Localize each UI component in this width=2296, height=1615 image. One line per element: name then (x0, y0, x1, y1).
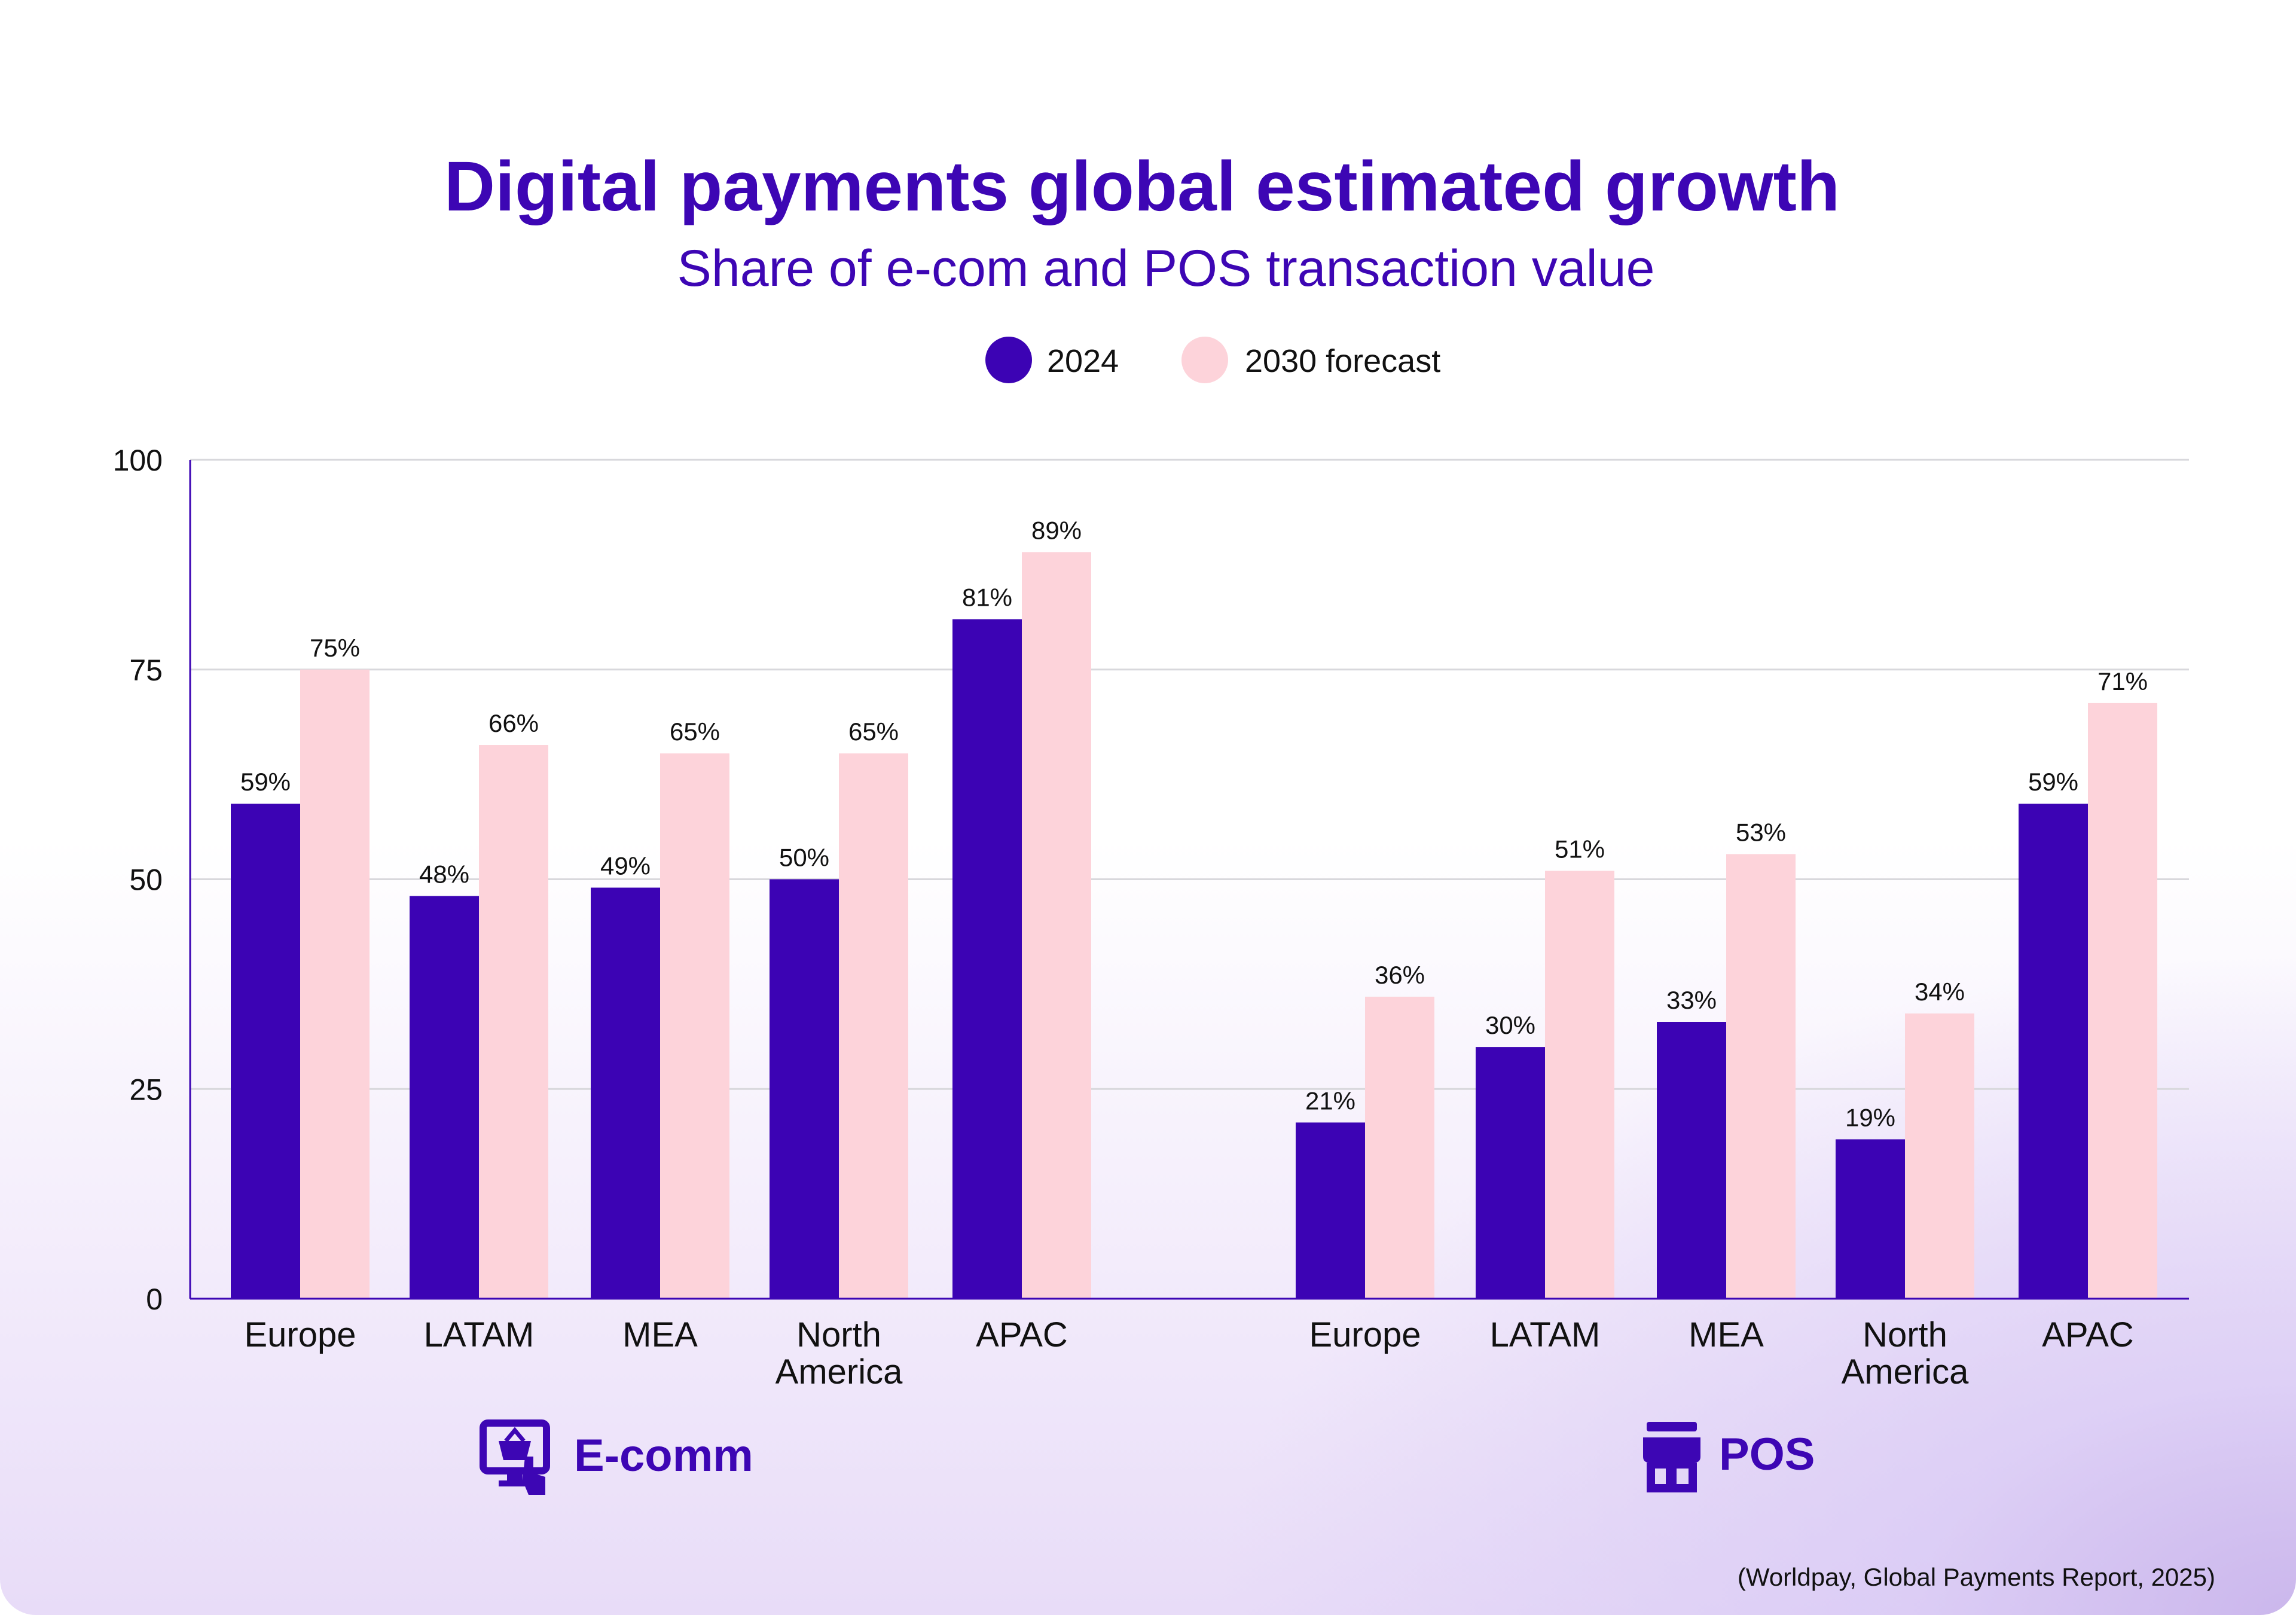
bar-pos-apac-2024 (2019, 804, 2088, 1299)
bar-pos-north-america-2024 (1836, 1139, 1905, 1299)
data-label: 33% (1666, 986, 1717, 1014)
y-tick-label: 75 (129, 654, 163, 687)
bar-e-comm-north-america-2030-forecast (839, 753, 908, 1299)
chart-subtitle: Share of e-com and POS transaction value (677, 240, 1655, 297)
bar-e-comm-mea-2030-forecast (660, 753, 729, 1299)
data-label: 49% (600, 852, 651, 880)
data-label: 75% (310, 634, 360, 662)
x-category-label: LATAM (1490, 1315, 1601, 1354)
y-tick-label: 25 (129, 1073, 163, 1106)
source-note: (Worldpay, Global Payments Report, 2025) (1738, 1563, 2215, 1591)
data-label: 51% (1555, 835, 1605, 863)
shopping-basket-monitor-icon (480, 1419, 550, 1495)
data-label: 71% (2097, 667, 2148, 695)
bar-pos-mea-2024 (1657, 1022, 1726, 1299)
data-label: 21% (1305, 1086, 1355, 1115)
data-label: 65% (670, 718, 720, 746)
group-label-pos: POS (1643, 1422, 1815, 1492)
x-category-label-line2: America (1842, 1353, 1969, 1391)
legend-label-2030-forecast: 2030 forecast (1245, 343, 1440, 379)
storefront-icon (1643, 1422, 1700, 1492)
data-label: 48% (419, 860, 469, 889)
bar-e-comm-apac-2024 (952, 619, 1022, 1299)
data-label: 19% (1845, 1103, 1895, 1131)
x-category-label: MEA (622, 1315, 698, 1354)
x-category-label: APAC (2042, 1315, 2134, 1354)
bar-e-comm-north-america-2024 (770, 879, 839, 1299)
legend-swatch-2024 (985, 337, 1032, 383)
data-label: 89% (1031, 516, 1082, 544)
data-label: 30% (1485, 1011, 1535, 1039)
bar-pos-mea-2030-forecast (1726, 854, 1796, 1299)
bar-e-comm-mea-2024 (591, 887, 660, 1299)
x-category-label: LATAM (424, 1315, 535, 1354)
bar-pos-apac-2030-forecast (2088, 703, 2157, 1299)
bar-e-comm-latam-2030-forecast (479, 745, 548, 1299)
group-label-ecomm: E-comm (480, 1419, 753, 1495)
data-label: 66% (488, 709, 539, 737)
x-category-label: North (1863, 1315, 1947, 1354)
bar-pos-latam-2024 (1476, 1047, 1545, 1299)
bars: 59% 75% 48% 66% 49% 65% 50% 65% 81% 89% 21% 36% 30% 5… (231, 516, 2157, 1299)
data-label: 34% (1915, 978, 1965, 1006)
x-category-label: North (796, 1315, 881, 1354)
data-label: 65% (848, 718, 899, 746)
x-category-label: Europe (244, 1315, 356, 1354)
x-category-label: MEA (1689, 1315, 1764, 1354)
bar-e-comm-apac-2030-forecast (1022, 552, 1091, 1299)
data-label: 53% (1736, 818, 1786, 846)
group-label-text: E-comm (574, 1430, 753, 1481)
bar-e-comm-europe-2030-forecast (300, 669, 370, 1299)
bar-e-comm-latam-2024 (410, 896, 479, 1299)
group-label-text: POS (1719, 1429, 1815, 1480)
bar-e-comm-europe-2024 (231, 804, 300, 1299)
data-label: 50% (779, 844, 829, 872)
bar-pos-europe-2024 (1296, 1122, 1365, 1299)
legend-swatch-2030-forecast (1181, 337, 1228, 383)
chart-title: Digital payments global estimated growth (444, 147, 1840, 226)
bar-pos-north-america-2030-forecast (1905, 1013, 1974, 1299)
bar-pos-latam-2030-forecast (1545, 871, 1614, 1299)
x-category-label-line2: America (775, 1353, 903, 1391)
y-tick-label: 50 (129, 863, 163, 897)
bar-pos-europe-2030-forecast (1365, 996, 1434, 1299)
x-category-label: APAC (976, 1315, 1068, 1354)
data-label: 81% (962, 584, 1012, 612)
x-category-label: Europe (1309, 1315, 1421, 1354)
y-tick-label: 100 (113, 444, 163, 477)
legend-label-2024: 2024 (1047, 343, 1119, 379)
y-tick-label: 0 (146, 1283, 163, 1316)
data-label: 59% (240, 768, 291, 796)
data-label: 59% (2028, 768, 2078, 796)
data-label: 36% (1375, 961, 1425, 989)
legend: 2024 2030 forecast (985, 337, 1440, 383)
